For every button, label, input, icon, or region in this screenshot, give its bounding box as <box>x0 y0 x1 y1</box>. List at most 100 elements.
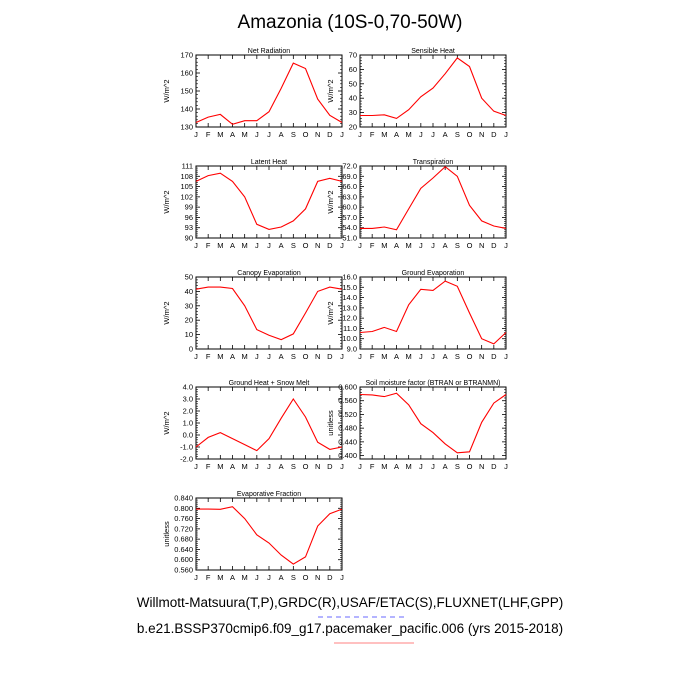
x-tick-label: O <box>303 241 309 250</box>
x-tick-label: A <box>443 352 448 361</box>
x-tick-label: M <box>217 241 223 250</box>
x-tick-label: J <box>504 352 508 361</box>
x-tick-label: M <box>381 241 387 250</box>
x-tick-label: A <box>230 352 235 361</box>
plot-frame <box>359 54 507 128</box>
y-tick-label: 60 <box>349 65 357 74</box>
y-tick-label: 108 <box>180 172 193 181</box>
panel-title: Sensible Heat <box>411 48 455 55</box>
x-tick-label: O <box>303 462 309 471</box>
x-tick-label: J <box>267 462 271 471</box>
y-tick-label: 12.0 <box>342 314 357 323</box>
x-tick-label: A <box>279 130 284 139</box>
x-tick-label: S <box>455 241 460 250</box>
y-tick-label: 140 <box>180 105 193 114</box>
panel-6: Ground Heat + Snow Melt -2.0 -1.0 0.0 1.0 2.0… <box>162 380 344 471</box>
y-tick-label: 0.800 <box>174 504 193 513</box>
x-tick-label: A <box>279 573 284 582</box>
x-tick-label: J <box>419 130 423 139</box>
y-axis-label: W/m^2 <box>326 190 335 213</box>
x-tick-label: J <box>340 130 344 139</box>
x-tick-label: J <box>255 130 259 139</box>
y-tick-label: 63.0 <box>342 192 357 201</box>
y-tick-label: 20 <box>349 123 357 132</box>
y-tick-label: 0.520 <box>338 410 357 419</box>
y-tick-label: 57.0 <box>342 213 357 222</box>
x-tick-label: N <box>479 130 484 139</box>
x-tick-label: J <box>504 462 508 471</box>
x-tick-label: M <box>217 352 223 361</box>
x-tick-label: M <box>406 130 412 139</box>
y-tick-label: 0.400 <box>338 451 357 460</box>
x-tick-label: F <box>206 130 211 139</box>
y-tick-label: 3.0 <box>183 395 193 404</box>
x-tick-label: J <box>419 352 423 361</box>
y-tick-label: 11.0 <box>343 324 357 333</box>
panel-title: Ground Heat + Snow Melt <box>229 380 310 387</box>
x-tick-label: F <box>206 573 211 582</box>
x-tick-label: J <box>340 352 344 361</box>
panel-title: Evaporative Fraction <box>237 491 301 498</box>
x-tick-label: J <box>255 462 259 471</box>
caption-case: b.e21.BSSP370cmip6.f09_g17.pacemaker_pac… <box>136 621 564 636</box>
y-tick-label: 0.480 <box>338 424 357 433</box>
x-tick-label: M <box>381 352 387 361</box>
panel-title: Ground Evaporation <box>402 270 465 277</box>
y-tick-label: 105 <box>180 182 193 191</box>
y-tick-label: 15.0 <box>342 283 357 292</box>
y-tick-label: 30 <box>185 301 193 310</box>
x-tick-label: A <box>230 241 235 250</box>
plot-frame <box>195 386 343 460</box>
y-tick-label: 51.0 <box>342 234 357 243</box>
y-tick-label: 72.0 <box>342 162 357 171</box>
y-tick-label: 150 <box>180 87 193 96</box>
figure-title: Amazonia (10S-0,70-50W) <box>237 12 463 33</box>
x-tick-label: O <box>467 241 473 250</box>
x-tick-label: J <box>267 241 271 250</box>
x-tick-label: A <box>230 130 235 139</box>
x-tick-label: J <box>504 241 508 250</box>
panel-7: Soil moisture factor (BTRAN or BTRANMN) 0… <box>326 380 508 471</box>
series-line <box>359 280 507 345</box>
x-tick-label: N <box>315 573 320 582</box>
x-tick-label: J <box>358 241 362 250</box>
x-tick-label: O <box>467 352 473 361</box>
x-tick-label: D <box>491 241 497 250</box>
series-line <box>195 62 343 125</box>
x-tick-label: O <box>303 352 309 361</box>
x-tick-label: J <box>358 462 362 471</box>
x-tick-label: N <box>315 352 320 361</box>
x-tick-label: F <box>206 352 211 361</box>
y-tick-label: 0.440 <box>338 437 357 446</box>
x-tick-label: A <box>279 241 284 250</box>
x-tick-label: F <box>370 352 375 361</box>
x-tick-label: J <box>431 352 435 361</box>
x-tick-label: S <box>455 352 460 361</box>
y-tick-label: 50 <box>349 79 357 88</box>
x-tick-label: J <box>267 573 271 582</box>
panel-title: Transpiration <box>413 159 454 166</box>
x-tick-label: A <box>230 462 235 471</box>
y-tick-label: 0.560 <box>174 566 193 575</box>
series-line <box>195 286 343 341</box>
x-tick-label: M <box>381 130 387 139</box>
x-tick-label: A <box>394 241 399 250</box>
x-tick-label: J <box>194 352 198 361</box>
x-tick-label: S <box>455 130 460 139</box>
x-tick-label: M <box>381 462 387 471</box>
x-tick-label: J <box>255 352 259 361</box>
x-tick-label: J <box>431 241 435 250</box>
x-tick-label: J <box>419 241 423 250</box>
x-tick-label: D <box>327 352 333 361</box>
x-tick-label: J <box>358 130 362 139</box>
x-tick-label: F <box>206 462 211 471</box>
x-tick-label: J <box>340 462 344 471</box>
x-tick-label: S <box>291 352 296 361</box>
y-axis-label: W/m^2 <box>162 79 171 102</box>
y-tick-label: 90 <box>185 234 193 243</box>
y-tick-label: -1.0 <box>180 443 193 452</box>
x-tick-label: N <box>479 352 484 361</box>
y-tick-label: 9.0 <box>347 345 357 354</box>
x-tick-label: N <box>315 241 320 250</box>
